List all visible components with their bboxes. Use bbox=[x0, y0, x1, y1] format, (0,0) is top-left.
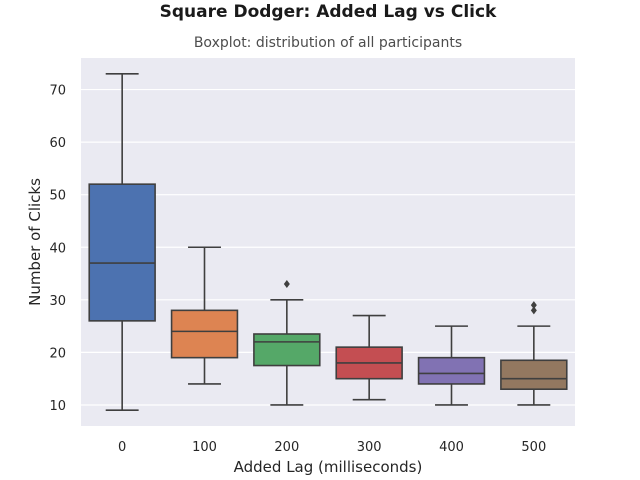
plot-area bbox=[81, 58, 575, 426]
y-tick-label-30: 30 bbox=[49, 294, 66, 309]
y-tick-label-40: 40 bbox=[49, 241, 66, 256]
x-axis-label: Added Lag (milliseconds) bbox=[234, 458, 423, 476]
box-200 bbox=[253, 280, 321, 406]
x-axis-ticks: 0 100 200 300 400 500 bbox=[118, 440, 546, 455]
box-300 bbox=[335, 314, 403, 401]
box-body bbox=[170, 309, 239, 359]
y-tick-label-20: 20 bbox=[49, 346, 66, 361]
chart-title: Square Dodger: Added Lag vs Click bbox=[160, 2, 497, 22]
outlier-point bbox=[530, 301, 537, 310]
y-axis-label: Number of Clicks bbox=[26, 178, 44, 306]
y-tick-label-70: 70 bbox=[49, 84, 66, 99]
y-tick-label-60: 60 bbox=[49, 136, 66, 151]
y-tick-label-10: 10 bbox=[49, 399, 66, 414]
box-500 bbox=[500, 301, 568, 406]
outlier-point bbox=[283, 280, 290, 289]
x-tick-label-100: 100 bbox=[192, 440, 217, 455]
box-body bbox=[88, 183, 156, 322]
y-tick-label-50: 50 bbox=[49, 189, 66, 204]
box-body bbox=[417, 356, 486, 385]
x-tick-label-300: 300 bbox=[357, 440, 382, 455]
boxes bbox=[88, 72, 568, 412]
x-tick-label-500: 500 bbox=[521, 440, 546, 455]
box-100 bbox=[170, 246, 239, 385]
box-body bbox=[500, 359, 568, 390]
box-400 bbox=[417, 325, 486, 406]
x-tick-label-200: 200 bbox=[274, 440, 299, 455]
box-0 bbox=[88, 72, 156, 412]
x-tick-label-0: 0 bbox=[118, 440, 126, 455]
x-tick-label-400: 400 bbox=[439, 440, 464, 455]
outlier-point bbox=[530, 306, 537, 315]
box-body bbox=[253, 333, 321, 367]
chart-subtitle: Boxplot: distribution of all participant… bbox=[194, 35, 462, 51]
y-axis-ticks: 10 20 30 40 50 60 70 bbox=[49, 84, 66, 414]
grid-lines bbox=[81, 88, 575, 406]
